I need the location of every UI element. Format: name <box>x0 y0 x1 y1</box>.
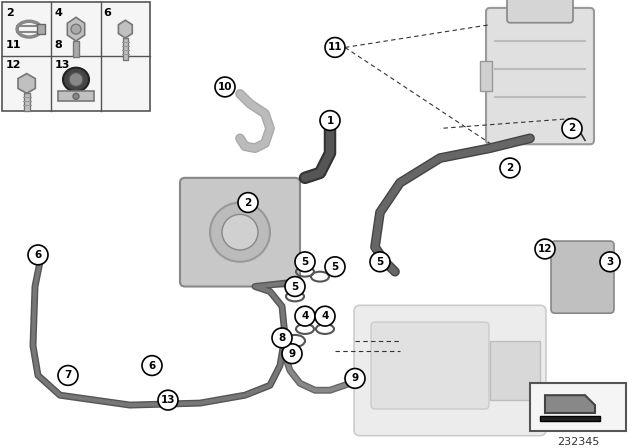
Text: 13: 13 <box>161 395 175 405</box>
Text: 6: 6 <box>104 8 111 18</box>
Circle shape <box>158 390 178 410</box>
Circle shape <box>345 369 365 388</box>
Bar <box>490 341 540 400</box>
Text: 4: 4 <box>321 311 329 321</box>
Circle shape <box>315 306 335 326</box>
Circle shape <box>28 245 48 265</box>
Circle shape <box>535 239 555 259</box>
Text: 10: 10 <box>218 82 232 92</box>
Circle shape <box>295 306 315 326</box>
Text: 3: 3 <box>606 257 614 267</box>
Polygon shape <box>18 73 35 93</box>
Text: 7: 7 <box>64 370 72 380</box>
Circle shape <box>325 257 345 276</box>
Circle shape <box>295 252 315 271</box>
Text: 4: 4 <box>54 8 62 18</box>
Text: 6: 6 <box>148 361 156 370</box>
Ellipse shape <box>63 68 89 91</box>
Circle shape <box>73 93 79 99</box>
FancyBboxPatch shape <box>371 322 489 409</box>
Circle shape <box>370 252 390 271</box>
Circle shape <box>238 193 258 212</box>
Text: 12: 12 <box>538 244 552 254</box>
Circle shape <box>58 366 78 385</box>
FancyBboxPatch shape <box>486 8 594 144</box>
Polygon shape <box>545 395 595 413</box>
Text: 5: 5 <box>291 281 299 292</box>
Text: 1: 1 <box>326 116 333 125</box>
Circle shape <box>500 158 520 178</box>
Circle shape <box>325 38 345 57</box>
Polygon shape <box>540 416 600 421</box>
Text: 9: 9 <box>289 349 296 359</box>
Circle shape <box>210 202 270 262</box>
Text: 4: 4 <box>301 311 308 321</box>
Text: 2: 2 <box>244 198 252 207</box>
Polygon shape <box>67 17 84 41</box>
Text: 8: 8 <box>278 333 285 343</box>
Bar <box>2 2 150 111</box>
Text: 2: 2 <box>568 124 575 134</box>
Text: 6: 6 <box>35 250 42 260</box>
Circle shape <box>282 344 302 364</box>
Text: 5: 5 <box>332 262 339 272</box>
FancyBboxPatch shape <box>180 178 300 287</box>
Text: 5: 5 <box>376 257 383 267</box>
Text: 2: 2 <box>506 163 514 173</box>
Text: 8: 8 <box>54 40 62 50</box>
Text: 12: 12 <box>6 60 22 70</box>
FancyBboxPatch shape <box>507 0 573 23</box>
Bar <box>123 38 128 60</box>
Circle shape <box>215 77 235 97</box>
Text: 2: 2 <box>6 8 13 18</box>
Bar <box>37 24 45 34</box>
Circle shape <box>600 252 620 271</box>
Polygon shape <box>118 20 132 38</box>
Text: 13: 13 <box>54 60 70 70</box>
Circle shape <box>562 119 582 138</box>
Bar <box>73 41 79 57</box>
Text: 9: 9 <box>351 373 358 383</box>
Bar <box>24 93 29 111</box>
FancyBboxPatch shape <box>551 241 614 313</box>
Text: 5: 5 <box>301 257 308 267</box>
Circle shape <box>222 215 258 250</box>
Text: 11: 11 <box>6 40 22 50</box>
Circle shape <box>285 276 305 297</box>
FancyBboxPatch shape <box>354 305 546 436</box>
Ellipse shape <box>69 73 83 86</box>
Text: 232345: 232345 <box>557 437 599 447</box>
Bar <box>530 383 626 431</box>
Bar <box>58 91 94 101</box>
Circle shape <box>142 356 162 375</box>
Bar <box>480 61 492 91</box>
Circle shape <box>272 328 292 348</box>
Circle shape <box>71 24 81 34</box>
Text: 11: 11 <box>328 43 342 52</box>
Circle shape <box>320 111 340 130</box>
